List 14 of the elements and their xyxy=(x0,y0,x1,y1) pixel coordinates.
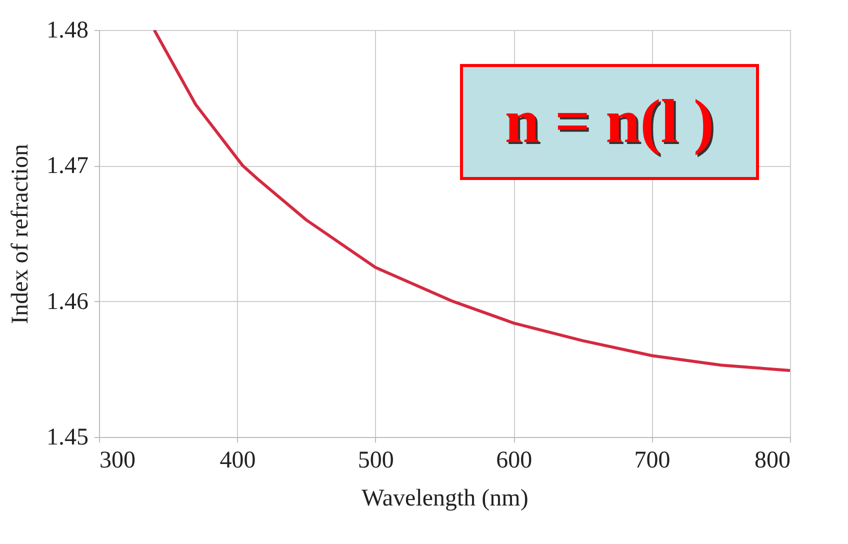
y-tick-label: 1.48 xyxy=(46,18,88,44)
y-tick-label: 1.47 xyxy=(46,153,88,180)
y-tick-label: 1.46 xyxy=(46,288,88,315)
x-tick-label: 800 xyxy=(754,448,790,474)
annotation: n = n(l ) xyxy=(460,64,759,180)
x-tick-label: 300 xyxy=(100,448,136,474)
x-tick-label: 600 xyxy=(496,448,532,474)
line-series xyxy=(152,30,790,372)
x-tick-label: 400 xyxy=(220,448,256,474)
x-axis-title: Wavelength (nm) xyxy=(362,486,528,512)
x-tick-label: 700 xyxy=(634,448,670,474)
x-tick-label: 500 xyxy=(358,448,394,474)
y-axis-title: Index of refraction xyxy=(8,144,34,324)
y-tick-label: 1.45 xyxy=(46,424,88,450)
